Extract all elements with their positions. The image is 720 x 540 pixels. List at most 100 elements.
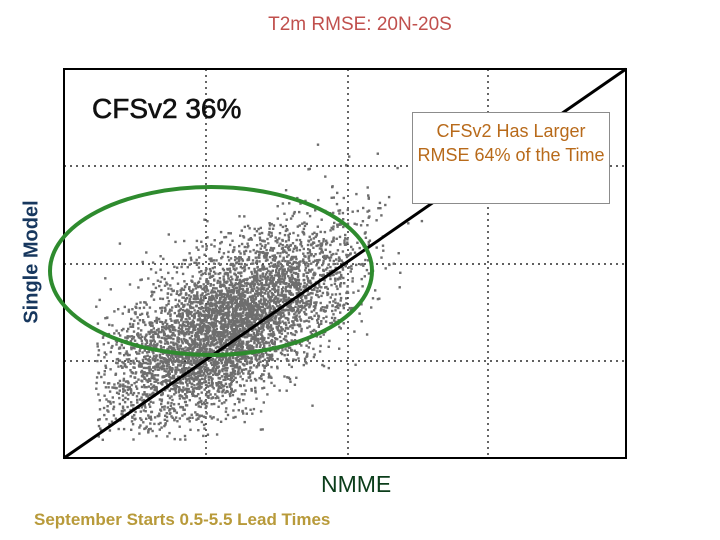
scatter-point: [268, 231, 271, 234]
scatter-point: [267, 242, 270, 245]
scatter-point: [251, 317, 254, 321]
scatter-point: [177, 312, 181, 315]
scatter-point: [332, 252, 335, 256]
scatter-point: [226, 268, 229, 271]
scatter-point: [195, 284, 198, 287]
scatter-point: [339, 285, 342, 288]
scatter-point: [187, 329, 190, 333]
scatter-point: [231, 355, 235, 358]
scatter-point: [326, 292, 330, 295]
scatter-point: [296, 234, 300, 237]
scatter-point: [126, 385, 129, 389]
scatter-point: [182, 371, 185, 375]
scatter-point: [142, 361, 146, 365]
scatter-point: [226, 385, 229, 389]
scatter-point: [231, 362, 234, 365]
scatter-point: [275, 297, 278, 300]
scatter-point: [183, 239, 186, 243]
scatter-point: [261, 278, 264, 281]
scatter-point: [277, 264, 280, 267]
scatter-point: [287, 267, 290, 270]
scatter-point: [356, 209, 359, 213]
scatter-point: [161, 297, 165, 301]
scatter-point: [240, 340, 243, 343]
scatter-point: [228, 322, 231, 326]
scatter-point: [291, 276, 295, 280]
scatter-point: [123, 389, 127, 392]
scatter-point: [218, 312, 221, 315]
scatter-point: [193, 261, 196, 264]
scatter-point: [104, 386, 108, 389]
scatter-point: [278, 244, 281, 247]
scatter-point: [221, 267, 225, 271]
scatter-point: [190, 413, 193, 416]
scatter-point: [253, 283, 256, 286]
scatter-point: [210, 403, 213, 406]
scatter-point: [397, 252, 400, 255]
scatter-point: [107, 386, 110, 389]
scatter-point: [250, 238, 253, 241]
scatter-point: [174, 387, 177, 390]
scatter-point: [219, 420, 223, 423]
scatter-point: [273, 263, 276, 266]
scatter-point: [316, 259, 319, 262]
scatter-point: [193, 284, 197, 287]
scatter-point: [105, 418, 108, 421]
scatter-point: [192, 390, 196, 393]
scatter-point: [167, 299, 171, 303]
scatter-point: [324, 248, 327, 251]
scatter-point: [228, 336, 232, 339]
scatter-point: [275, 269, 278, 272]
scatter-point: [207, 368, 210, 372]
scatter-point: [174, 384, 177, 387]
scatter-point: [198, 414, 201, 417]
scatter-point: [231, 286, 234, 289]
scatter-point: [242, 235, 245, 238]
scatter-point: [185, 391, 189, 394]
scatter-point: [180, 347, 184, 351]
scatter-point: [220, 300, 224, 304]
scatter-point: [278, 237, 281, 240]
scatter-point: [172, 384, 175, 387]
scatter-point: [257, 256, 260, 259]
scatter-point: [255, 343, 258, 346]
scatter-point: [176, 319, 179, 322]
scatter-point: [303, 311, 306, 314]
scatter-point: [254, 334, 258, 337]
scatter-point: [239, 360, 242, 364]
scatter-point: [108, 422, 111, 426]
scatter-point: [220, 339, 223, 343]
scatter-point: [298, 210, 301, 214]
scatter-point: [328, 250, 332, 254]
scatter-point: [132, 359, 135, 363]
scatter-point: [288, 276, 291, 280]
scatter-point: [189, 337, 192, 340]
scatter-point: [218, 321, 221, 324]
scatter-point: [351, 277, 354, 280]
scatter-point: [249, 311, 252, 314]
scatter-point: [245, 362, 249, 365]
scatter-point: [273, 259, 277, 262]
scatter-point: [367, 259, 370, 262]
scatter-point: [226, 271, 229, 275]
scatter-point: [210, 257, 213, 260]
scatter-point: [349, 252, 352, 255]
scatter-point: [138, 363, 141, 366]
scatter-point: [185, 311, 188, 315]
scatter-point: [217, 370, 221, 373]
scatter-point: [319, 230, 322, 234]
scatter-point: [227, 250, 230, 254]
scatter-point: [318, 323, 321, 326]
scatter-point: [250, 321, 253, 324]
scatter-point: [239, 317, 242, 320]
scatter-point: [188, 346, 192, 349]
scatter-point: [187, 355, 190, 358]
scatter-point: [263, 302, 267, 306]
scatter-point: [272, 224, 276, 227]
scatter-point: [259, 428, 263, 431]
scatter-point: [163, 424, 166, 428]
scatter-point: [194, 294, 197, 297]
scatter-point: [257, 291, 260, 295]
scatter-point: [172, 403, 176, 406]
scatter-point: [216, 373, 219, 377]
